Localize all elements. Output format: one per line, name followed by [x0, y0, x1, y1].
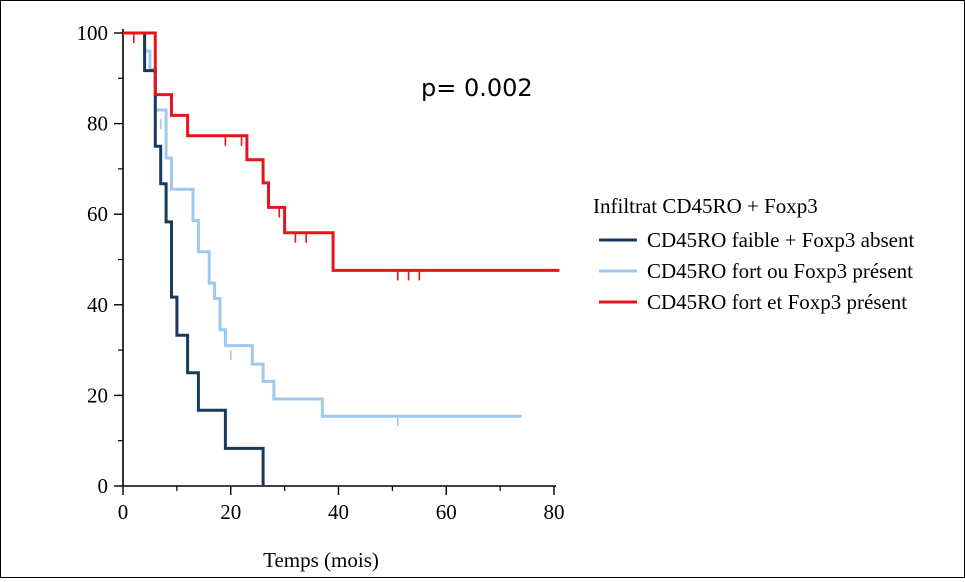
y-tick-label: 20	[87, 383, 108, 407]
y-tick-label: 0	[98, 474, 109, 498]
p-value-annotation: p= 0.002	[421, 74, 533, 102]
x-tick-label: 0	[118, 500, 129, 524]
y-tick-label: 100	[77, 21, 109, 45]
legend-label: CD45RO faible + Foxp3 absent	[647, 228, 914, 252]
plot-series	[123, 31, 560, 486]
x-tick-label: 80	[544, 500, 565, 524]
legend-label: CD45RO fort et Foxp3 présent	[647, 290, 907, 314]
y-tick-label: 80	[87, 112, 108, 136]
legend-title: Infiltrat CD45RO + Foxp3	[593, 194, 818, 218]
x-tick-label: 20	[220, 500, 241, 524]
series-line	[123, 31, 560, 272]
x-tick-label: 40	[328, 500, 349, 524]
x-tick-label: 60	[436, 500, 457, 524]
legend-lines	[599, 238, 637, 304]
series-line	[123, 31, 265, 486]
y-tick-label: 40	[87, 293, 108, 317]
legend-label: CD45RO fort ou Foxp3 présent	[647, 259, 913, 283]
y-tick-label: 60	[87, 202, 108, 226]
axes: 0 20 40 60 80 0 20 40 60 80 100	[77, 21, 565, 524]
x-axis-title: Temps (mois)	[263, 548, 379, 572]
